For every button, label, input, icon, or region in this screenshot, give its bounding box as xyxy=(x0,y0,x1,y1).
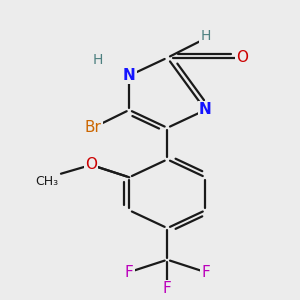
Text: O: O xyxy=(85,158,97,172)
Text: N: N xyxy=(123,68,136,83)
Text: N: N xyxy=(199,103,212,118)
Text: F: F xyxy=(201,265,210,280)
Text: CH₃: CH₃ xyxy=(36,176,59,188)
Text: H: H xyxy=(200,29,211,43)
Text: F: F xyxy=(125,265,134,280)
Text: O: O xyxy=(85,158,97,172)
Text: H: H xyxy=(93,53,103,68)
Text: H: H xyxy=(200,32,211,46)
Text: F: F xyxy=(163,281,172,296)
Text: H: H xyxy=(93,55,103,69)
Text: Br: Br xyxy=(84,120,101,135)
Text: O: O xyxy=(236,50,248,65)
